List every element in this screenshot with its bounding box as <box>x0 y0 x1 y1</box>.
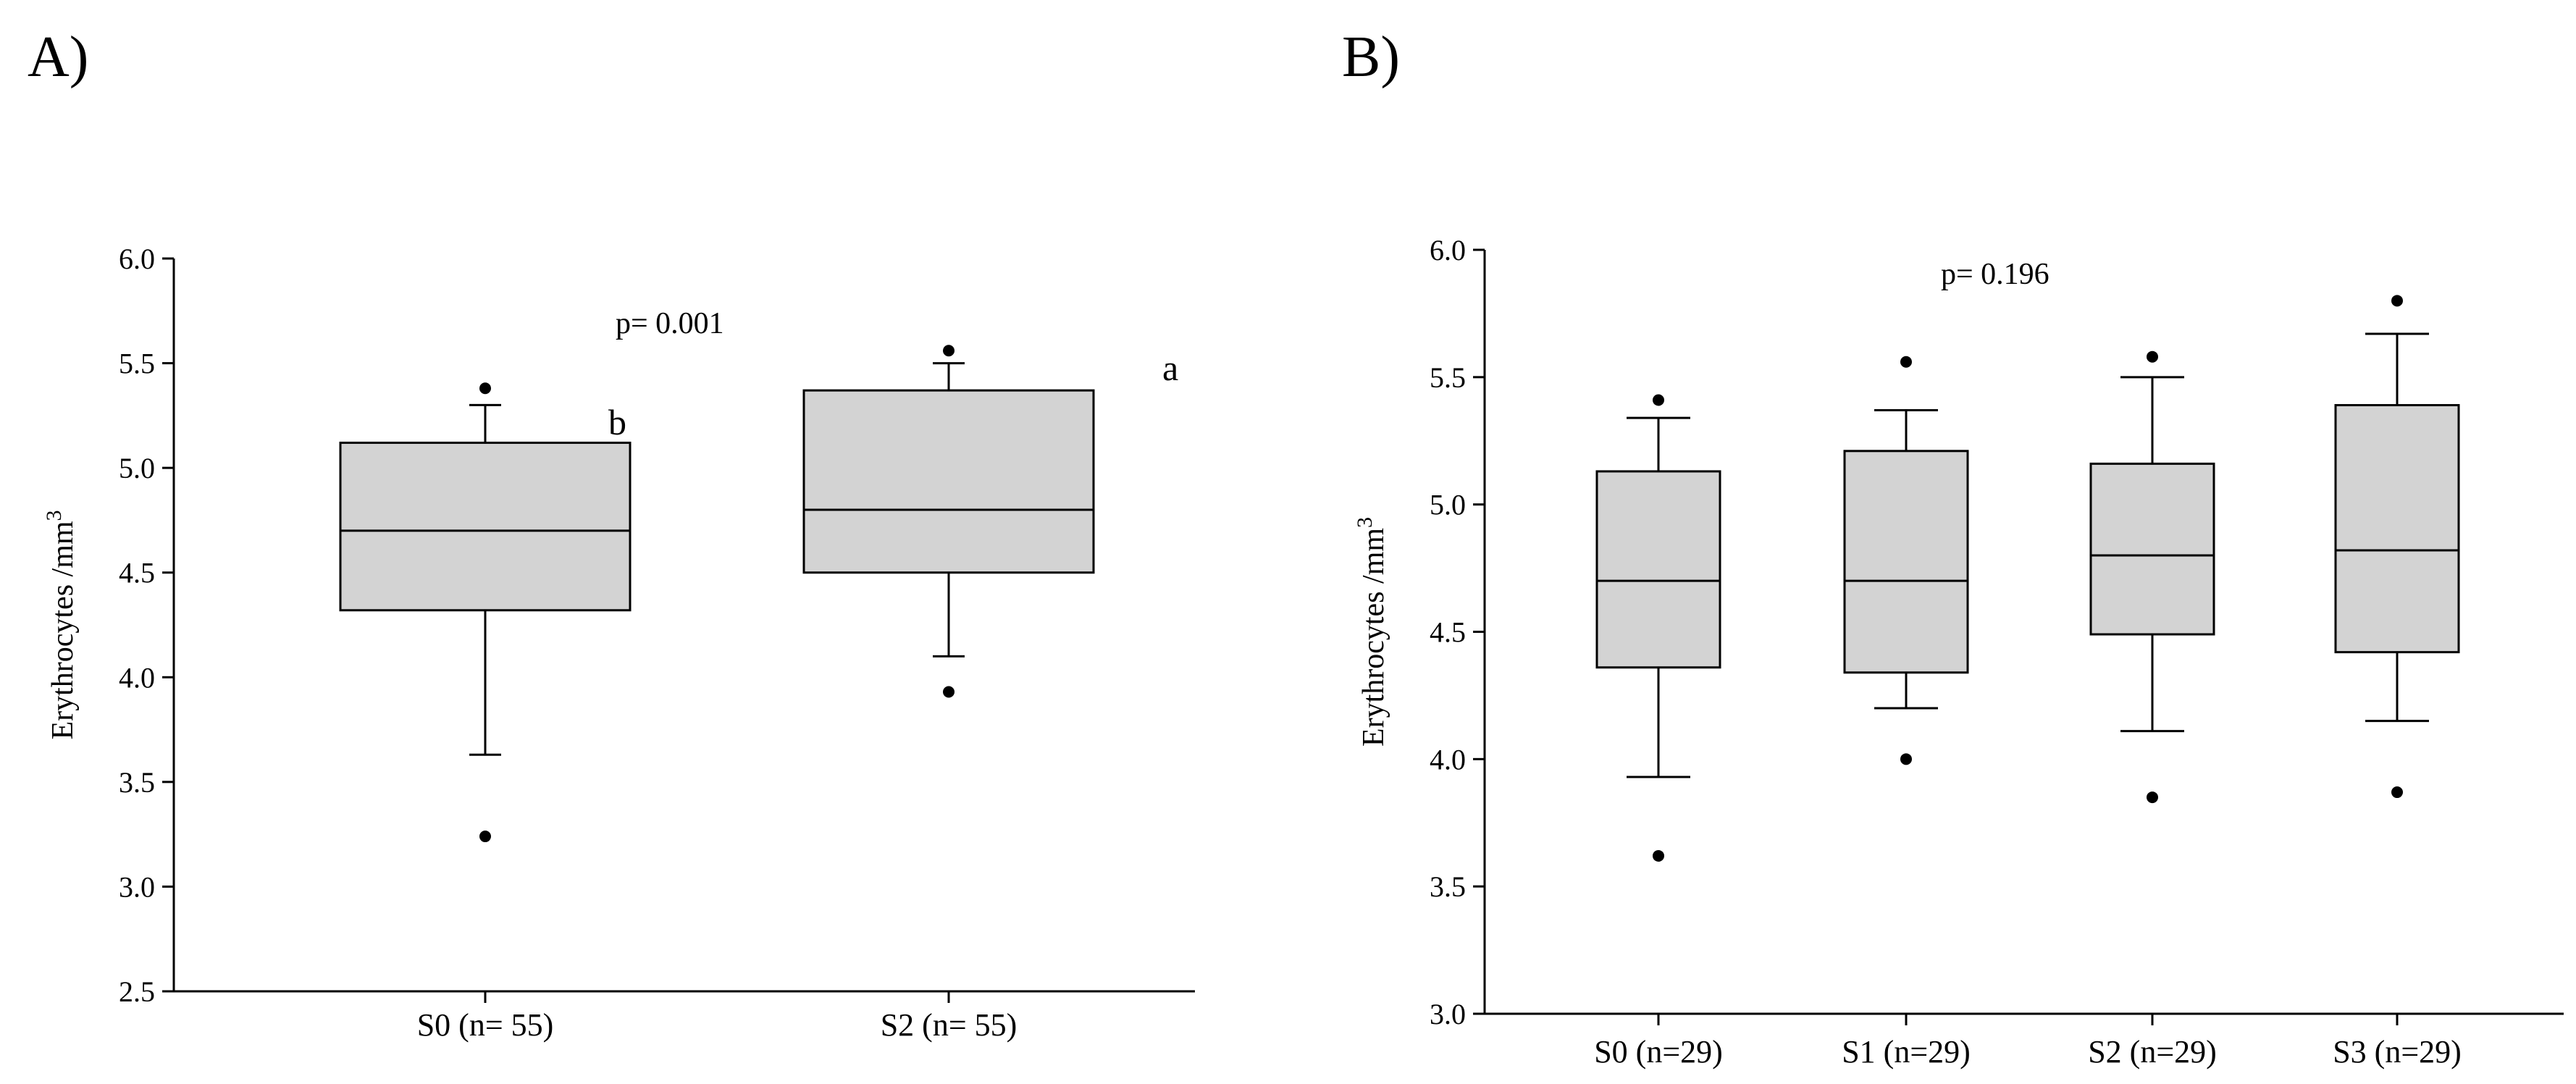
y-axis-label-superscript: 3 <box>1353 517 1377 528</box>
y-tick-label: 4.5 <box>1430 616 1466 649</box>
group-letter: a <box>1162 348 1178 388</box>
outlier-point <box>943 345 955 357</box>
outlier-point <box>1900 753 1912 765</box>
x-category-label: S3 (n=29) <box>2333 1034 2462 1070</box>
x-category-label: S1 (n=29) <box>1842 1034 1971 1070</box>
y-tick-label: 4.0 <box>119 661 155 694</box>
outlier-point <box>2147 350 2158 363</box>
panel-a: A) 2.5 3.0 3.5 4.0 4.5 5.0 5.5 6.0 Erythrocytes /… <box>28 25 1195 1043</box>
box <box>2334 404 2460 654</box>
y-axis-label: Erythrocytes /mm3 <box>42 510 80 739</box>
y-tick-label: 5.0 <box>119 452 155 484</box>
outlier-point <box>2391 786 2403 799</box>
x-category-label: S2 (n=29) <box>2088 1034 2217 1070</box>
outlier-point <box>479 831 491 843</box>
y-tick-label: 3.0 <box>1430 998 1466 1030</box>
y-tick-label: 5.0 <box>1430 489 1466 521</box>
y-tick-label: 3.5 <box>1430 870 1466 903</box>
outlier-point <box>1653 849 1664 862</box>
y-axis-label-superscript: 3 <box>42 510 66 521</box>
p-value-annotation: p= 0.196 <box>1941 258 2050 291</box>
y-axis-label-text: Erythrocytes /mm <box>1357 528 1390 747</box>
y-tick-label: 5.5 <box>1430 361 1466 394</box>
outlier-point <box>2391 295 2403 307</box>
x-category-label: S2 (n= 55) <box>881 1007 1018 1043</box>
y-axis-label: Erythrocytes /mm3 <box>1353 517 1390 747</box>
panel-label: B) <box>1342 25 1400 89</box>
y-tick-label: 6.0 <box>1430 234 1466 266</box>
y-tick-label: 2.5 <box>119 975 155 1008</box>
y-tick-label: 5.5 <box>119 348 155 380</box>
box <box>1595 470 1721 669</box>
group-letter: b <box>608 402 626 442</box>
y-tick-label: 6.0 <box>119 243 155 275</box>
x-category-label: S0 (n= 55) <box>417 1007 554 1043</box>
box <box>2089 462 2215 636</box>
y-axis-label-text: Erythrocytes /mm <box>46 521 80 739</box>
outlier-point <box>2147 791 2158 804</box>
outlier-point <box>943 686 955 698</box>
y-tick-label: 3.5 <box>119 766 155 799</box>
y-tick-label: 4.5 <box>119 557 155 589</box>
y-tick-label: 4.0 <box>1430 743 1466 776</box>
box <box>802 389 1095 574</box>
box <box>1843 450 1969 674</box>
x-category-label: S0 (n=29) <box>1594 1034 1723 1070</box>
panel-label: A) <box>28 25 88 89</box>
panel-b: B) 3.0 3.5 4.0 4.5 5.0 5.5 6.0 Erythrocytes /mm3… <box>1342 25 2564 1070</box>
y-tick-label: 3.0 <box>119 870 155 903</box>
outlier-point <box>1653 394 1664 406</box>
outlier-point <box>479 382 491 395</box>
outlier-point <box>1900 356 1912 368</box>
box <box>339 441 632 612</box>
p-value-annotation: p= 0.001 <box>616 307 724 340</box>
